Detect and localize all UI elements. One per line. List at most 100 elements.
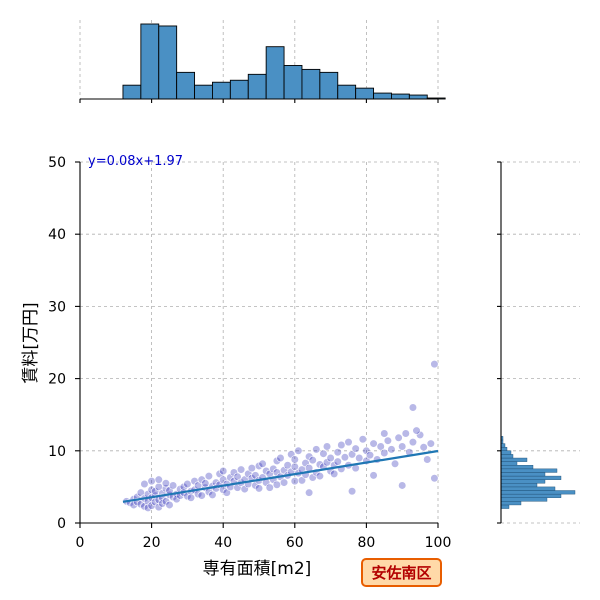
x-hist-bar — [355, 87, 375, 100]
y-tick-label: 10 — [48, 444, 66, 460]
y-hist-bar — [500, 457, 528, 462]
y-hist-bar — [500, 493, 562, 498]
scatter-point — [355, 453, 364, 463]
scatter-point — [201, 479, 210, 488]
regression-line — [122, 449, 439, 503]
scatter-point — [380, 448, 389, 458]
district-badge-label: 安佐南区 — [371, 564, 431, 582]
x-hist-bar — [194, 84, 213, 100]
scatter-point — [265, 483, 274, 492]
scatter-point — [383, 436, 392, 445]
y-marginal-histogram — [500, 436, 576, 509]
scatter-point — [340, 453, 350, 462]
scatter-point — [147, 477, 156, 486]
y-hist-bar — [500, 443, 506, 448]
x-hist-bar — [247, 73, 267, 100]
x-hist-bar — [319, 71, 339, 100]
y-tick-label: 30 — [48, 299, 66, 315]
scatter-point — [430, 474, 439, 483]
y-hist-bar — [500, 465, 534, 470]
x-hist-bar — [373, 92, 392, 100]
x-hist-bar — [212, 81, 231, 100]
scatter-point — [412, 426, 421, 435]
scatter-point — [358, 435, 367, 444]
y-axis-label: 賃料[万円] — [21, 302, 41, 383]
y-hist-bar — [500, 479, 546, 484]
scatter-point — [430, 360, 439, 369]
y-hist-bar — [500, 468, 558, 473]
x-hist-bar — [337, 84, 357, 100]
scatter-point — [326, 453, 335, 463]
scatter-point — [312, 445, 321, 454]
scatter-point — [183, 479, 192, 489]
x-hist-bar — [140, 23, 160, 100]
x-axis-label: 専有面積[m2] — [203, 559, 312, 579]
axes-layer — [75, 98, 502, 528]
scatter-points — [122, 360, 439, 512]
x-hist-bar — [229, 79, 249, 100]
y-tick-label: 0 — [57, 516, 66, 532]
y-hist-bar — [500, 504, 510, 509]
scatter-point — [380, 429, 389, 438]
x-tick-label: 0 — [76, 535, 85, 551]
scatter-point — [398, 442, 407, 451]
scatter-point — [369, 439, 378, 448]
x-tick-label: 20 — [143, 535, 161, 551]
scatter-point — [279, 478, 289, 487]
scatter-point — [333, 448, 342, 457]
scatter-point — [315, 471, 324, 481]
scatter-point — [161, 479, 171, 488]
scatter-point — [322, 442, 332, 451]
scatter-point — [154, 475, 163, 484]
scatter-point — [165, 500, 174, 510]
scatter-point — [390, 459, 400, 468]
y-hist-bar — [500, 450, 512, 455]
y-hist-bar — [500, 475, 562, 480]
scatter-point — [423, 455, 432, 464]
district-badge: 安佐南区 — [361, 558, 442, 587]
y-hist-bar — [500, 446, 508, 452]
scatter-point — [401, 429, 410, 438]
scatter-point — [308, 456, 317, 465]
x-hist-bar — [391, 93, 410, 100]
scatter-point — [272, 480, 282, 489]
y-hist-bar — [500, 472, 546, 477]
x-tick-label: 80 — [357, 535, 375, 551]
regression-line-group — [122, 449, 439, 503]
scatter-point — [290, 455, 299, 464]
scatter-point — [398, 481, 407, 490]
scatter-point — [408, 438, 418, 447]
scatter-point — [276, 453, 285, 463]
y-tick-label: 50 — [48, 155, 66, 171]
scatter-point — [197, 491, 206, 500]
scatter-point — [290, 477, 299, 486]
scatter-point — [305, 488, 314, 497]
x-hist-bar — [122, 84, 142, 100]
scatter-point — [219, 466, 228, 476]
scatter-point — [344, 438, 353, 447]
y-hist-bar — [500, 454, 514, 459]
scatter-point — [333, 457, 342, 466]
y-hist-bar — [500, 497, 548, 502]
scatter-point — [369, 471, 378, 480]
x-hist-bar — [176, 71, 196, 100]
scatter-point — [426, 439, 435, 448]
scatter-point — [419, 443, 428, 452]
scatter-point — [387, 445, 396, 454]
scatter-point — [337, 440, 346, 450]
scatter-point — [186, 493, 196, 502]
scatter-point — [254, 484, 264, 493]
scatter-point — [208, 490, 217, 499]
scatter-point — [290, 462, 299, 471]
x-hist-bar — [301, 68, 321, 100]
x-hist-bar — [158, 25, 178, 100]
scatter-point — [330, 469, 339, 479]
y-hist-bar — [500, 461, 518, 466]
scatter-point — [319, 449, 328, 458]
y-tick-label: 20 — [48, 372, 66, 388]
y-hist-bar — [500, 483, 538, 488]
scatter-point — [247, 464, 256, 473]
district-badge-box — [361, 558, 442, 587]
x-tick-label: 40 — [214, 535, 232, 551]
